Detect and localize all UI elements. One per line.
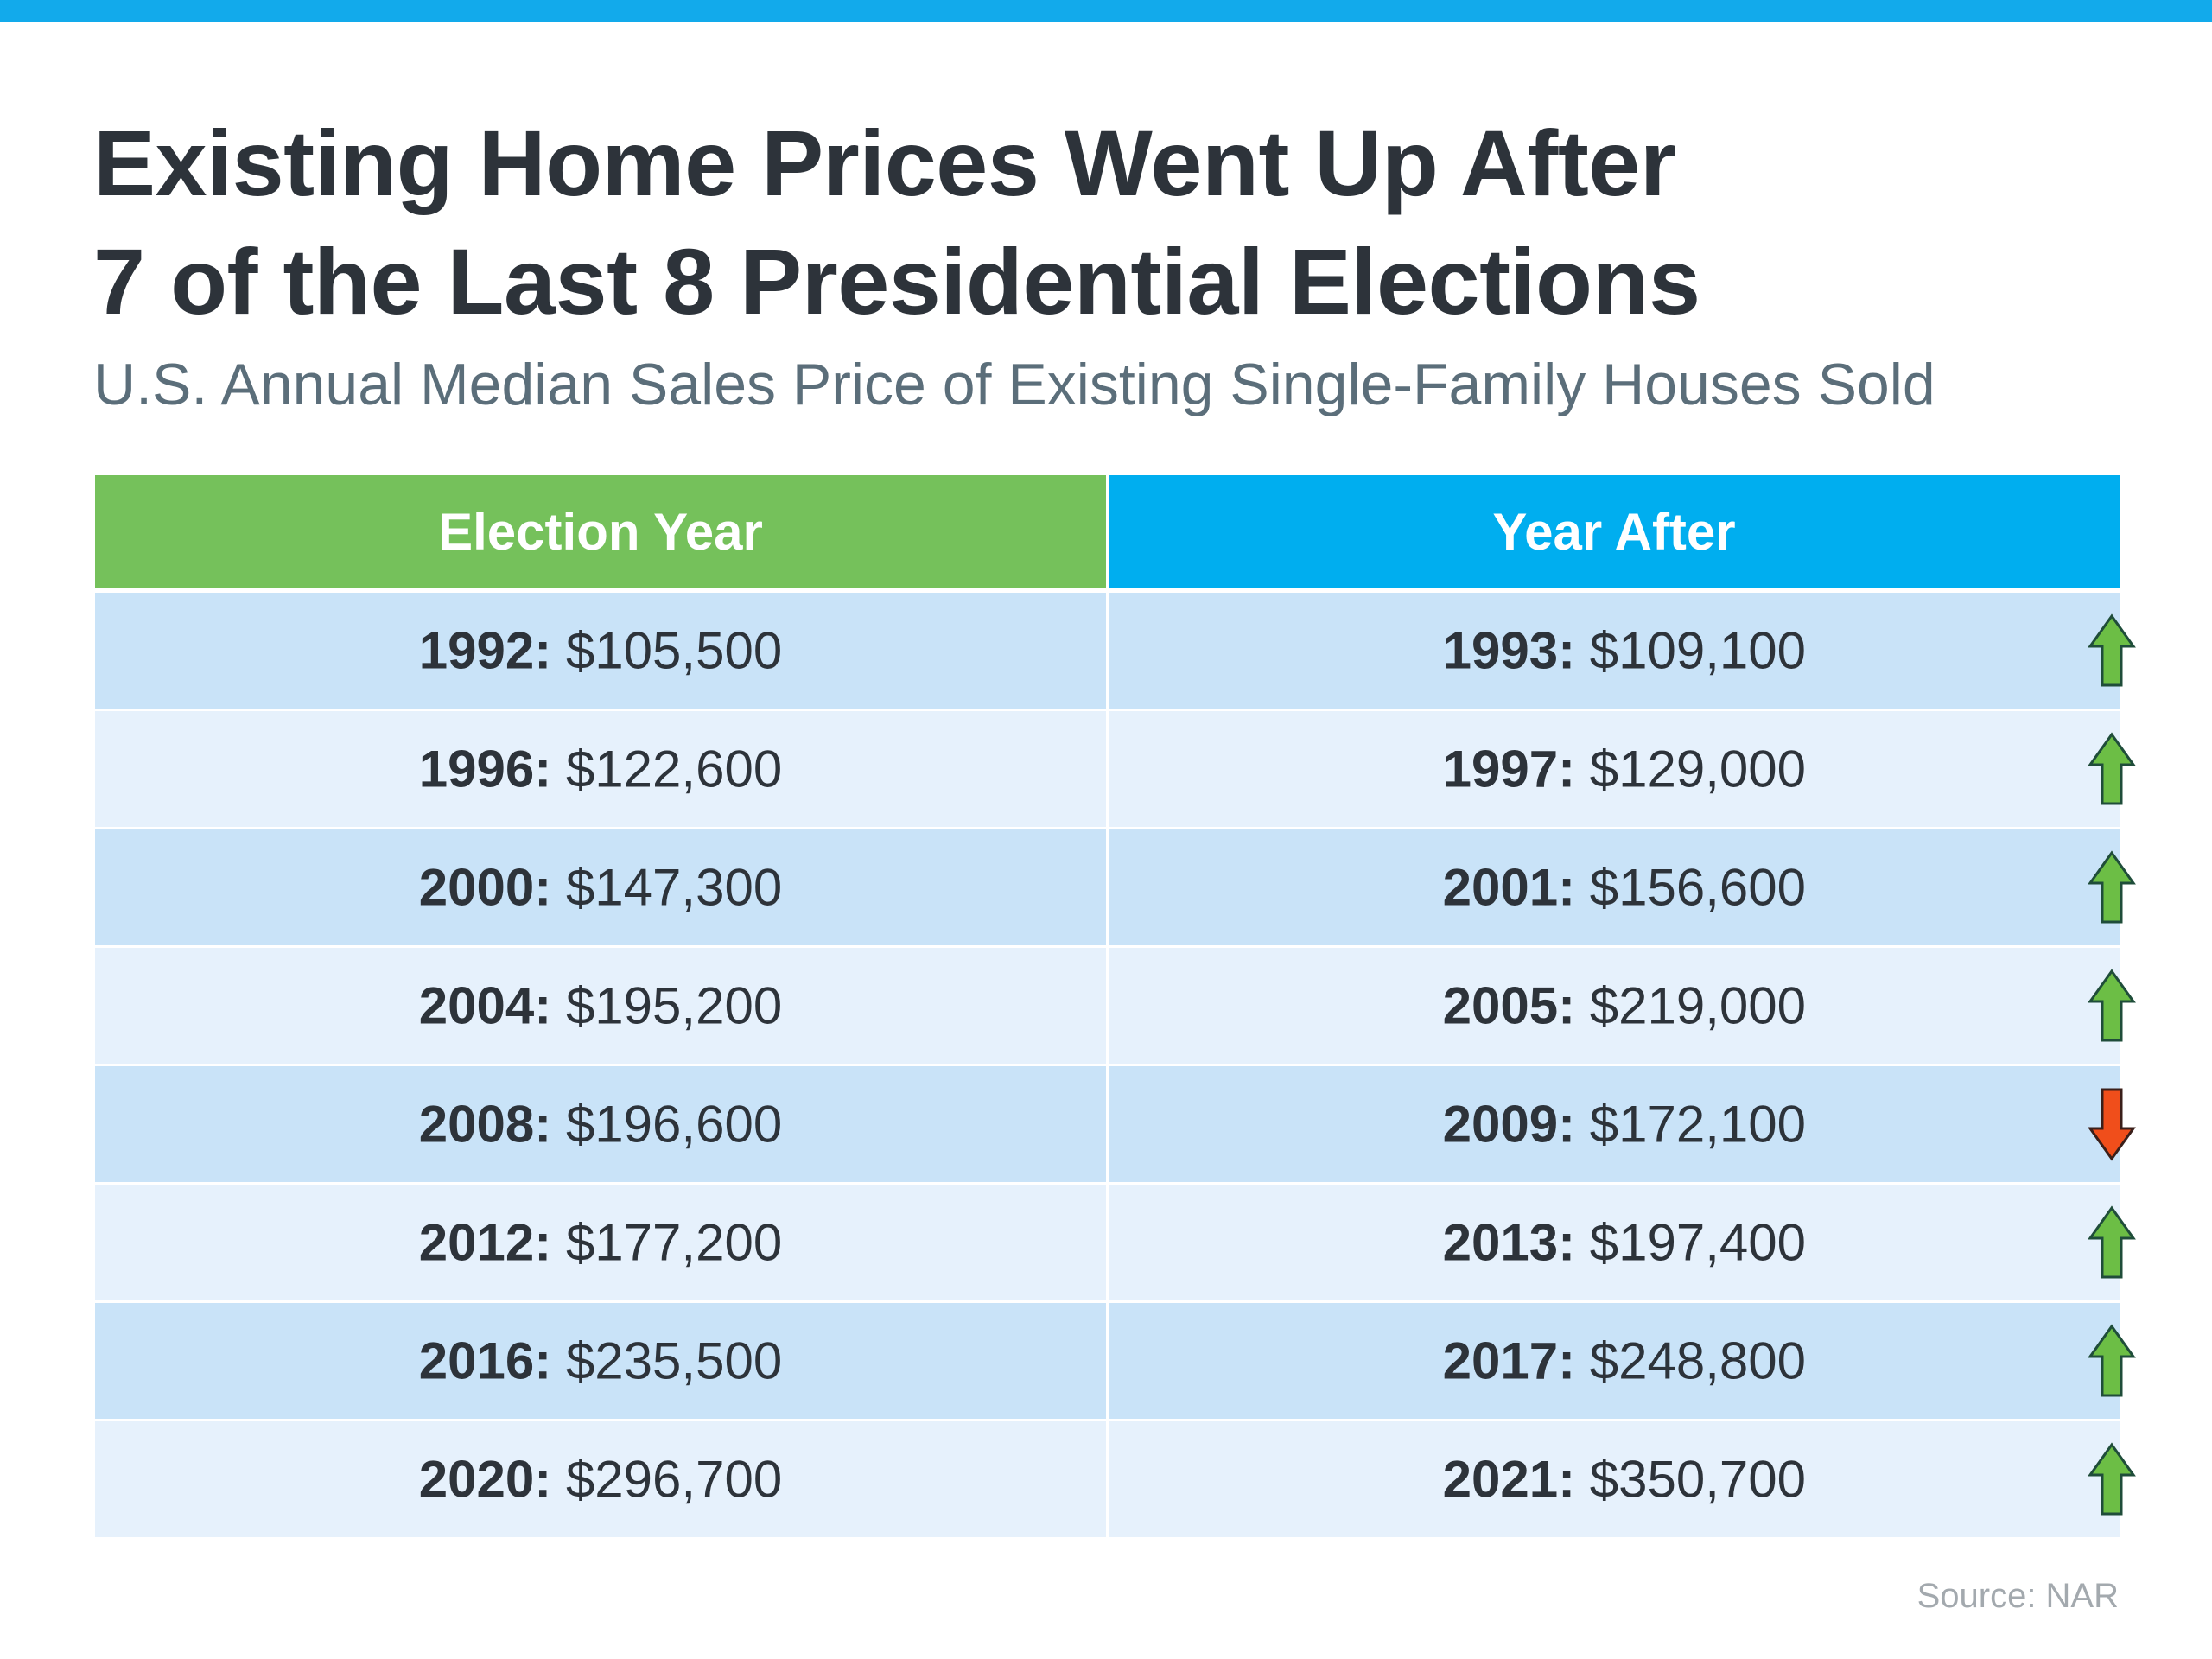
header-year-after: Year After	[1109, 475, 2120, 588]
year-after-cell: 2017: $248,800	[1109, 1303, 2136, 1419]
year-after-cell: 2021: $350,700	[1109, 1421, 2136, 1537]
page-subtitle: U.S. Annual Median Sales Price of Existi…	[93, 352, 1936, 417]
election-year-label: 2004:	[418, 976, 552, 1035]
table-header: Election Year Year After	[95, 475, 2120, 588]
election-year-price: $296,700	[565, 1450, 783, 1509]
election-year-value: 2008: $196,600	[95, 1095, 1106, 1154]
year-after-price: $248,800	[1589, 1332, 1806, 1390]
table-row: 1992: $105,500 1993: $109,100	[95, 593, 2136, 709]
year-after-value: 2013: $197,400	[1443, 1213, 1806, 1273]
arrow-down-icon	[2088, 1087, 2136, 1161]
year-after-value: 2009: $172,100	[1443, 1095, 1806, 1154]
election-year-cell: 2000: $147,300	[95, 830, 1106, 945]
election-year-value: 2004: $195,200	[95, 976, 1106, 1036]
election-year-cell: 1992: $105,500	[95, 593, 1106, 709]
table-row: 2000: $147,300 2001: $156,600	[95, 830, 2136, 945]
arrow-up-icon	[2088, 1442, 2136, 1516]
election-year-value: 2020: $296,700	[95, 1450, 1106, 1510]
title-line-1: Existing Home Prices Went Up After	[93, 111, 1676, 215]
table-row: 2012: $177,200 2013: $197,400	[95, 1185, 2136, 1300]
year-after-label: 1993:	[1442, 621, 1576, 680]
year-after-label: 2021:	[1442, 1450, 1576, 1509]
year-after-cell: 2013: $197,400	[1109, 1185, 2136, 1300]
table-row: 1996: $122,600 1997: $129,000	[95, 711, 2136, 827]
election-year-price: $105,500	[565, 621, 783, 680]
year-after-price: $197,400	[1589, 1213, 1806, 1272]
election-year-cell: 2020: $296,700	[95, 1421, 1106, 1537]
year-after-label: 1997:	[1442, 740, 1576, 798]
arrow-up-icon	[2088, 850, 2136, 925]
year-after-price: $219,000	[1589, 976, 1806, 1035]
year-after-label: 2005:	[1442, 976, 1576, 1035]
header-election-year: Election Year	[95, 475, 1106, 588]
election-year-label: 1996:	[418, 740, 552, 798]
election-year-price: $195,200	[565, 976, 783, 1035]
year-after-value: 1993: $109,100	[1443, 621, 1806, 681]
year-after-label: 2001:	[1442, 858, 1576, 917]
page-title: Existing Home Prices Went Up After 7 of …	[93, 104, 2081, 340]
arrow-up-icon	[2088, 969, 2136, 1043]
table-row: 2004: $195,200 2005: $219,000	[95, 948, 2136, 1064]
election-year-value: 2000: $147,300	[95, 858, 1106, 918]
arrow-up-icon	[2088, 613, 2136, 688]
election-year-value: 1992: $105,500	[95, 621, 1106, 681]
source-note: Source: NAR	[1916, 1577, 2119, 1615]
year-after-label: 2017:	[1442, 1332, 1576, 1390]
year-after-price: $172,100	[1589, 1095, 1806, 1154]
table-body: 1992: $105,500 1993: $109,100 1996: $122,6…	[95, 593, 2136, 1537]
election-year-value: 2012: $177,200	[95, 1213, 1106, 1273]
election-year-value: 1996: $122,600	[95, 740, 1106, 799]
top-accent-bar	[0, 0, 2212, 22]
election-year-price: $147,300	[565, 858, 783, 917]
election-year-label: 2012:	[418, 1213, 552, 1272]
arrow-up-icon	[2088, 1324, 2136, 1398]
year-after-price: $350,700	[1589, 1450, 1806, 1509]
table-row: 2020: $296,700 2021: $350,700	[95, 1421, 2136, 1537]
year-after-price: $129,000	[1589, 740, 1806, 798]
election-year-price: $122,600	[565, 740, 783, 798]
election-year-label: 2020:	[418, 1450, 552, 1509]
election-year-label: 2016:	[418, 1332, 552, 1390]
arrow-up-icon	[2088, 732, 2136, 806]
election-year-price: $177,200	[565, 1213, 783, 1272]
election-year-cell: 1996: $122,600	[95, 711, 1106, 827]
year-after-label: 2009:	[1442, 1095, 1576, 1154]
year-after-cell: 1993: $109,100	[1109, 593, 2136, 709]
election-year-price: $196,600	[565, 1095, 783, 1154]
election-year-cell: 2016: $235,500	[95, 1303, 1106, 1419]
price-table: Election Year Year After 1992: $105,500 1…	[95, 475, 2136, 1540]
year-after-value: 2017: $248,800	[1443, 1332, 1806, 1391]
year-after-value: 2021: $350,700	[1443, 1450, 1806, 1510]
year-after-label: 2013:	[1442, 1213, 1576, 1272]
year-after-cell: 1997: $129,000	[1109, 711, 2136, 827]
election-year-label: 2000:	[418, 858, 552, 917]
year-after-cell: 2001: $156,600	[1109, 830, 2136, 945]
election-year-cell: 2004: $195,200	[95, 948, 1106, 1064]
year-after-price: $156,600	[1589, 858, 1806, 917]
election-year-label: 1992:	[418, 621, 552, 680]
election-year-price: $235,500	[565, 1332, 783, 1390]
table-row: 2016: $235,500 2017: $248,800	[95, 1303, 2136, 1419]
election-year-label: 2008:	[418, 1095, 552, 1154]
year-after-value: 2001: $156,600	[1443, 858, 1806, 918]
title-line-2: 7 of the Last 8 Presidential Elections	[93, 229, 1700, 334]
year-after-price: $109,100	[1589, 621, 1806, 680]
arrow-up-icon	[2088, 1205, 2136, 1280]
year-after-value: 2005: $219,000	[1443, 976, 1806, 1036]
election-year-value: 2016: $235,500	[95, 1332, 1106, 1391]
year-after-cell: 2009: $172,100	[1109, 1066, 2136, 1182]
year-after-cell: 2005: $219,000	[1109, 948, 2136, 1064]
election-year-cell: 2008: $196,600	[95, 1066, 1106, 1182]
table-row: 2008: $196,600 2009: $172,100	[95, 1066, 2136, 1182]
year-after-value: 1997: $129,000	[1443, 740, 1806, 799]
election-year-cell: 2012: $177,200	[95, 1185, 1106, 1300]
